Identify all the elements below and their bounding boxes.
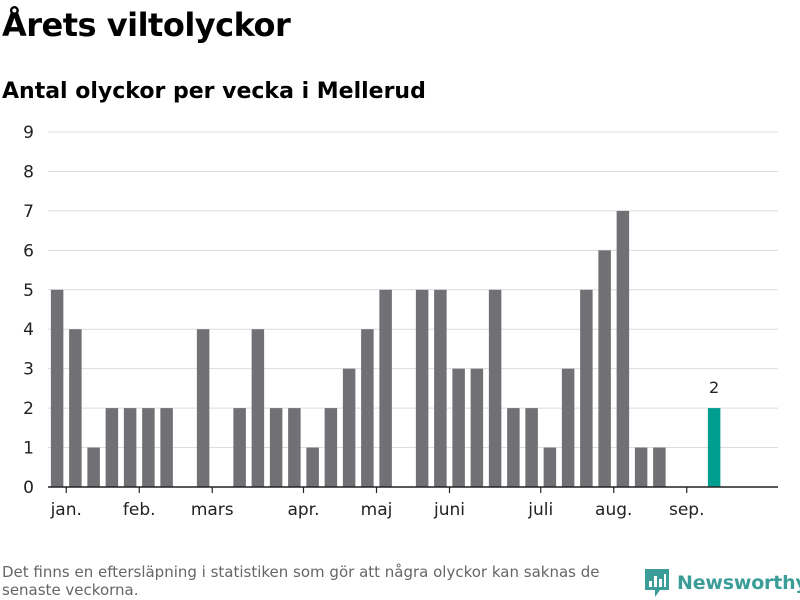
y-tick-label: 9	[23, 123, 34, 143]
y-tick-label: 2	[23, 399, 34, 419]
bar	[123, 408, 137, 487]
bar	[306, 447, 319, 487]
bar	[87, 447, 100, 487]
bar	[160, 408, 173, 487]
x-tick-label: jan.	[50, 500, 82, 520]
x-tick-label: juni	[433, 500, 465, 520]
y-tick-label: 3	[23, 360, 34, 380]
bar	[69, 329, 82, 487]
bar	[342, 368, 356, 487]
chart-title: Årets viltolyckor	[2, 6, 291, 44]
bar	[324, 408, 338, 487]
bar	[507, 408, 520, 487]
bars	[50, 210, 721, 487]
newsworthy-logo[interactable]: Newsworthy	[644, 568, 800, 598]
bar	[452, 368, 465, 487]
bar	[50, 289, 64, 487]
bar	[525, 408, 538, 487]
bar	[616, 210, 630, 487]
y-tick-label: 8	[23, 162, 34, 182]
newsworthy-logo-icon	[645, 569, 669, 597]
x-tick-label: aug.	[595, 500, 632, 520]
y-axis: 0 1 2 3 4 5 6 7 8 9	[23, 123, 34, 498]
x-tick-label: juli	[527, 500, 553, 520]
bar-highlighted	[707, 408, 721, 487]
bar	[580, 289, 593, 487]
bar	[543, 447, 557, 487]
data-label: 2	[709, 378, 719, 397]
bar	[361, 329, 374, 487]
x-tick-label: maj	[361, 500, 393, 520]
bar	[142, 408, 155, 487]
y-tick-label: 1	[23, 439, 34, 459]
bar	[653, 447, 666, 487]
bar	[269, 408, 283, 487]
bar	[288, 408, 301, 487]
y-tick-label: 5	[23, 281, 34, 301]
chart-subtitle: Antal olyckor per vecka i Mellerud	[2, 79, 426, 104]
bar	[561, 368, 575, 487]
newsworthy-logo-text: Newsworthy	[677, 572, 800, 594]
y-tick-label: 4	[23, 320, 34, 340]
bar	[379, 289, 392, 487]
x-axis: jan. feb. mars apr. maj juni juli aug. sep.	[48, 486, 778, 520]
bar	[598, 250, 611, 487]
bar	[634, 447, 648, 487]
bar	[233, 408, 246, 487]
footnote: Det finns en eftersläpning i statistiken…	[2, 563, 600, 599]
gridlines	[48, 131, 778, 449]
bar	[434, 289, 447, 487]
bar	[415, 289, 429, 487]
x-tick-label: apr.	[287, 500, 319, 520]
x-tick-label: feb.	[123, 500, 156, 520]
data-labels: 2	[709, 378, 719, 397]
y-tick-label: 6	[23, 241, 34, 261]
bar-chart: 0 1 2 3 4 5 6 7 8 9 2 jan. feb. mars apr. maj juni juli…	[23, 123, 778, 520]
bar	[470, 368, 484, 487]
x-tick-label: mars	[191, 500, 234, 520]
y-tick-label: 0	[23, 478, 34, 498]
bar	[105, 408, 119, 487]
x-tick-label: sep.	[669, 500, 705, 520]
bar	[251, 329, 265, 487]
bar	[488, 289, 502, 487]
bar	[196, 329, 210, 487]
y-tick-label: 7	[23, 202, 34, 222]
